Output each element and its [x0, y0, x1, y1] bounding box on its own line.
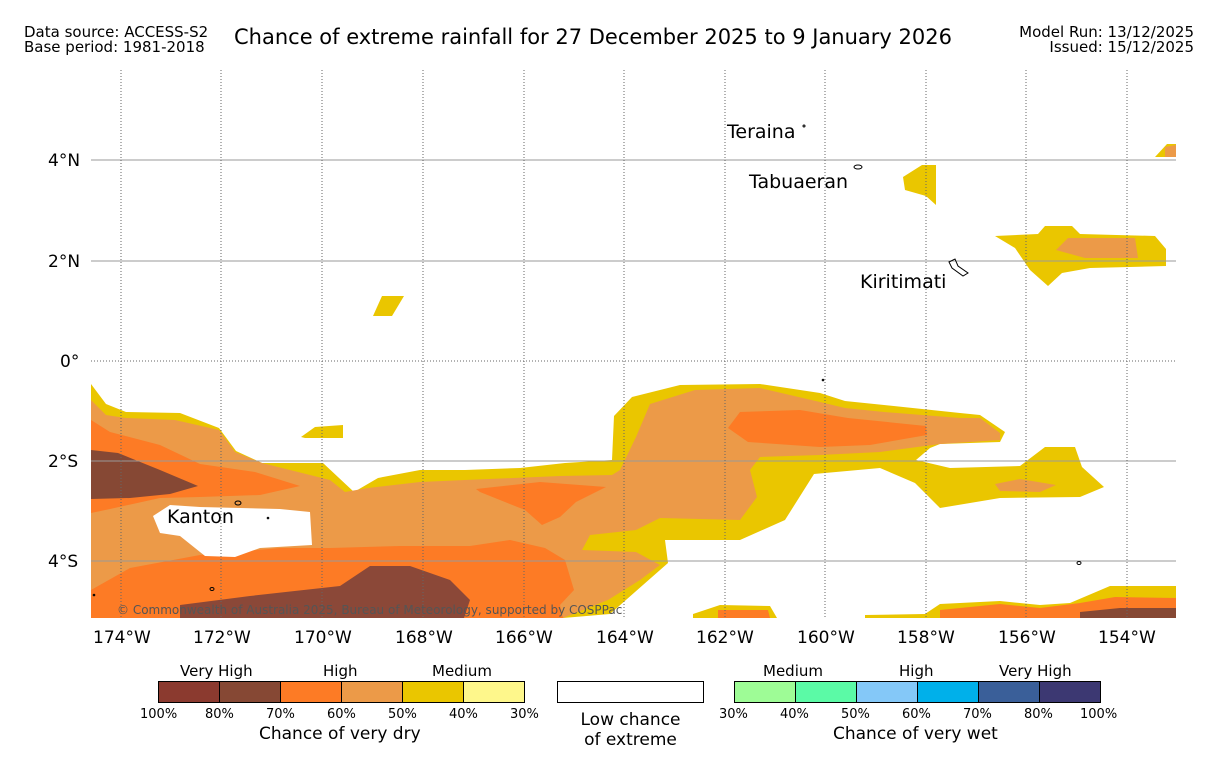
- rainfall-map: [91, 70, 1176, 618]
- dry-swatch-80-70: [220, 682, 281, 702]
- dry-patch-small-1: [301, 425, 343, 438]
- kanton-island: [234, 500, 242, 506]
- wet-heading-very-high: Very High: [999, 662, 1072, 680]
- dry-tick-50: 50%: [388, 707, 417, 722]
- low-chance-line2: of extreme: [584, 730, 677, 750]
- dry-region-southeast-brown: [1080, 608, 1176, 618]
- dry-heading-very-high: Very High: [180, 662, 253, 680]
- dry-patch-south-mid-orange: [718, 610, 770, 618]
- dry-region-brown-south: [180, 566, 470, 618]
- wet-tick-50: 50%: [841, 707, 870, 722]
- low-chance-line1: Low chance: [580, 710, 681, 730]
- lon-label-170w: 170°W: [294, 628, 352, 648]
- model-run-label: Model Run: 13/12/2025: [1019, 23, 1194, 41]
- dry-patch-tabuaeran: [903, 165, 936, 205]
- dry-tick-60: 60%: [327, 707, 356, 722]
- dry-region-brown-west: [91, 450, 198, 499]
- dry-tick-100: 100%: [140, 707, 178, 722]
- kanton-gap: [153, 505, 312, 557]
- lat-label-0: 0°: [60, 352, 80, 372]
- dry-tick-70: 70%: [266, 707, 295, 722]
- dry-tick-30: 30%: [510, 707, 539, 722]
- dry-heading-high: High: [323, 662, 358, 680]
- dry-swatch-70-60: [281, 682, 342, 702]
- dry-region-orange-east: [728, 410, 927, 447]
- dry-tick-40: 40%: [449, 707, 478, 722]
- lon-label-168w: 168°W: [395, 628, 453, 648]
- dry-tick-80: 80%: [205, 707, 234, 722]
- dry-caption: Chance of very dry: [259, 724, 421, 744]
- lon-label-172w: 172°W: [193, 628, 251, 648]
- wet-swatch-40-50: [796, 682, 857, 702]
- wet-tick-80: 80%: [1024, 707, 1053, 722]
- lon-label-162w: 162°W: [696, 628, 754, 648]
- lon-label-158w: 158°W: [897, 628, 955, 648]
- lat-label-4n: 4°N: [48, 151, 81, 171]
- wet-tick-30: 30%: [719, 707, 748, 722]
- wet-swatch-70-80: [979, 682, 1040, 702]
- longitude-gridlines: [120, 70, 1128, 618]
- islands: [92, 124, 1082, 597]
- lat-label-2s: 2°S: [48, 452, 79, 472]
- place-label-teraina: Teraina: [727, 121, 796, 143]
- lon-label-160w: 160°W: [797, 628, 855, 648]
- lon-label-174w: 174°W: [93, 628, 151, 648]
- dry-heading-medium: Medium: [432, 662, 492, 680]
- lon-label-164w: 164°W: [596, 628, 654, 648]
- map-layer: [91, 70, 1176, 618]
- wet-swatch-80-100: [1040, 682, 1100, 702]
- data-source-label: Data source: ACCESS-S2: [24, 23, 209, 41]
- dry-region-orange-mid: [476, 482, 606, 525]
- lon-label-166w: 166°W: [495, 628, 553, 648]
- wet-heading-medium: Medium: [763, 662, 823, 680]
- dry-swatch-50-40: [403, 682, 464, 702]
- dry-colorbar: [158, 681, 525, 703]
- wet-caption: Chance of very wet: [833, 724, 998, 744]
- lat-label-4s: 4°S: [48, 552, 79, 572]
- lon-label-154w: 154°W: [1098, 628, 1156, 648]
- copyright-notice: © Commonwealth of Australia 2025, Bureau…: [117, 603, 623, 617]
- lon-label-156w: 156°W: [998, 628, 1056, 648]
- dry-patch-east-orange: [995, 479, 1056, 492]
- tabuaeran-island: [853, 164, 863, 170]
- dry-swatch-40-30: [464, 682, 524, 702]
- wet-swatch-30-40: [735, 682, 796, 702]
- issued-label: Issued: 15/12/2025: [1049, 38, 1194, 56]
- wet-tick-100: 100%: [1080, 707, 1118, 722]
- latitude-gridlines: [91, 159, 1176, 562]
- wet-tick-40: 40%: [780, 707, 809, 722]
- wet-colorbar: [734, 681, 1101, 703]
- low-chance-swatch: [557, 681, 704, 703]
- wet-tick-60: 60%: [902, 707, 931, 722]
- kiritimati-island: [948, 258, 969, 277]
- dry-swatch-100-80: [159, 682, 220, 702]
- wet-heading-high: High: [899, 662, 934, 680]
- lat-label-2n: 2°N: [48, 252, 81, 272]
- dry-region-kiritimati-east-orange: [1056, 238, 1138, 258]
- dry-swatch-60-50: [342, 682, 403, 702]
- place-label-kiritimati: Kiritimati: [860, 271, 947, 293]
- base-period-label: Base period: 1981-2018: [24, 38, 205, 56]
- dry-patch-ne-orange: [1165, 145, 1176, 157]
- wet-swatch-60-70: [918, 682, 979, 702]
- wet-tick-70: 70%: [963, 707, 992, 722]
- place-label-kanton: Kanton: [167, 506, 234, 528]
- map-title: Chance of extreme rainfall for 27 Decemb…: [234, 25, 952, 49]
- dry-patch-small-2: [373, 296, 404, 316]
- wet-swatch-50-60: [857, 682, 918, 702]
- place-label-tabuaeran: Tabuaeran: [749, 171, 849, 193]
